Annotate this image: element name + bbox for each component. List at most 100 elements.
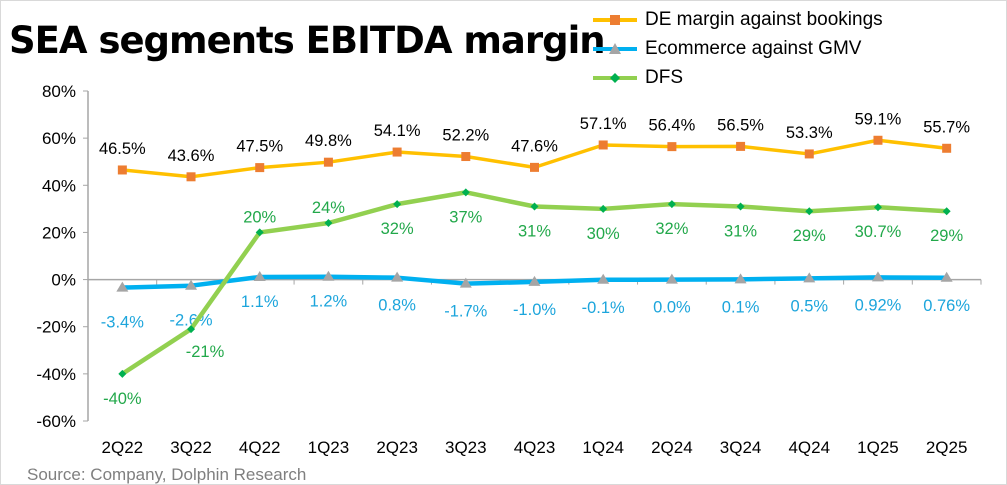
data-point (187, 325, 196, 334)
data-point (942, 207, 951, 216)
x-tick-label: 2Q22 (102, 438, 144, 457)
data-label: 30% (587, 225, 620, 243)
data-point (117, 165, 127, 175)
data-point (736, 202, 745, 211)
legend: DE margin against bookings Ecommerce aga… (593, 5, 883, 92)
data-label: 54.1% (374, 122, 421, 140)
y-tick-label: 40% (42, 176, 76, 195)
data-label: 46.5% (99, 140, 146, 158)
data-label: 29% (930, 227, 963, 245)
data-label: 0.1% (722, 298, 760, 316)
data-point (528, 275, 541, 286)
legend-label: Ecommerce against GMV (645, 37, 862, 59)
data-point (667, 200, 676, 209)
data-label: -21% (186, 343, 225, 361)
data-label: 31% (724, 223, 757, 241)
legend-marker-diamond-icon (593, 72, 637, 83)
y-tick-label: 80% (42, 82, 76, 101)
x-tick-label: 3Q23 (445, 438, 487, 457)
data-label: 0.0% (653, 299, 691, 317)
data-label: 43.6% (168, 147, 215, 165)
data-point (392, 147, 402, 157)
data-label: 47.5% (236, 138, 283, 156)
data-label: 20% (243, 208, 276, 226)
data-label: 31% (518, 223, 551, 241)
data-label: 32% (655, 220, 688, 238)
data-point (118, 369, 127, 378)
data-label: 32% (381, 220, 414, 238)
data-point (667, 142, 677, 152)
legend-item-ecommerce: Ecommerce against GMV (593, 34, 883, 63)
x-tick-label: 4Q22 (239, 438, 281, 457)
y-tick-label: -20% (36, 318, 76, 337)
data-point (940, 271, 953, 282)
data-label: 55.7% (923, 118, 970, 136)
x-tick-label: 2Q25 (926, 438, 968, 457)
data-label: 56.4% (648, 117, 695, 135)
y-tick-label: 20% (42, 223, 76, 242)
legend-item-dfs: DFS (593, 63, 883, 92)
data-point (323, 157, 333, 167)
data-label: 52.2% (442, 127, 489, 145)
data-point (803, 272, 816, 283)
x-tick-label: 2Q24 (651, 438, 693, 457)
data-label: 53.3% (786, 124, 833, 142)
data-label: 0.8% (378, 297, 416, 315)
legend-label: DE margin against bookings (645, 8, 883, 30)
x-tick-label: 1Q24 (582, 438, 624, 457)
data-label: 0.76% (923, 297, 970, 315)
y-tick-label: -40% (36, 365, 76, 384)
data-point (871, 271, 884, 282)
data-label: 37% (449, 208, 482, 226)
x-tick-label: 3Q22 (170, 438, 212, 457)
data-point (734, 273, 747, 284)
legend-marker-triangle-icon (593, 42, 637, 54)
data-label: -1.0% (513, 301, 556, 319)
data-point (804, 149, 814, 159)
data-point (461, 152, 471, 162)
data-point (324, 219, 333, 227)
data-point (530, 162, 539, 172)
data-label: 56.5% (717, 116, 764, 134)
data-label: 49.8% (305, 132, 352, 150)
data-point (805, 207, 814, 216)
data-point (598, 140, 608, 150)
data-point (255, 228, 264, 237)
legend-marker-square-icon (593, 14, 637, 25)
data-label: 0.5% (790, 297, 828, 315)
legend-item-de: DE margin against bookings (593, 5, 883, 34)
x-tick-label: 1Q23 (308, 438, 350, 457)
data-label: -0.1% (582, 299, 625, 317)
data-label: 1.1% (241, 293, 279, 311)
y-tick-label: -60% (36, 412, 76, 431)
data-point (599, 204, 608, 213)
data-point (253, 270, 266, 281)
legend-label: DFS (645, 66, 683, 88)
data-label: 59.1% (855, 110, 902, 128)
y-tick-label: 60% (42, 129, 76, 148)
data-point (873, 135, 883, 145)
x-tick-label: 4Q24 (788, 438, 830, 457)
data-point (185, 279, 198, 290)
data-point (461, 188, 470, 197)
data-point (736, 141, 746, 151)
x-tick-label: 4Q23 (514, 438, 556, 457)
data-point (459, 277, 472, 288)
x-tick-label: 1Q25 (857, 438, 899, 457)
data-point (322, 270, 335, 281)
x-tick-label: 2Q23 (376, 438, 418, 457)
data-label: -1.7% (444, 303, 487, 321)
data-point (116, 281, 129, 292)
data-label: 24% (312, 199, 345, 217)
data-label: 1.2% (310, 293, 348, 311)
source-note: Source: Company, Dolphin Research (27, 465, 307, 484)
data-point (942, 143, 952, 153)
data-label: 30.7% (855, 223, 902, 241)
data-label: 0.92% (855, 296, 902, 314)
data-label: -40% (103, 390, 142, 408)
data-label: 29% (793, 227, 826, 245)
data-point (393, 200, 402, 209)
data-point (255, 163, 265, 173)
data-label: 57.1% (580, 115, 627, 133)
